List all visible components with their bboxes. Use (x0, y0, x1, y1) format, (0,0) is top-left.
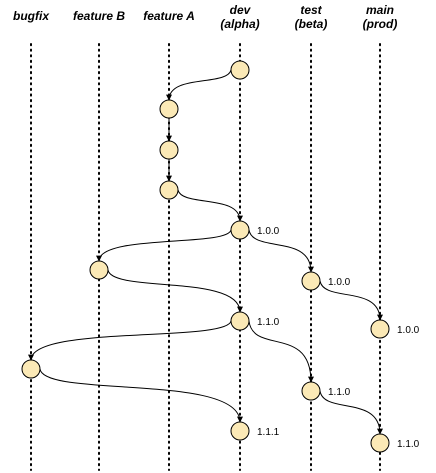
branch-titles: bugfix feature B feature A dev (alpha) test (b… (13, 3, 397, 31)
branch-title-line: feature A (143, 9, 195, 23)
version-label: 1.1.0 (397, 439, 420, 450)
edge-c1-c2 (166, 69, 232, 101)
branch-title-line: main (366, 3, 394, 17)
commit-node (159, 180, 179, 200)
commit-edges (28, 69, 383, 435)
edge-c5-c7 (248, 229, 314, 273)
version-label: 1.1.0 (257, 317, 280, 328)
branch-title-featureB: feature B (73, 9, 125, 23)
commit-node (159, 99, 179, 119)
branch-title-dev: dev (alpha) (220, 3, 259, 31)
branch-lanes (30, 43, 381, 471)
edge-c7-c8 (319, 280, 383, 321)
version-label: 1.1.0 (328, 387, 351, 398)
commit-node (301, 381, 321, 401)
branch-title-line: (prod) (363, 17, 398, 31)
commit-node (89, 260, 109, 280)
edge-c9-c10 (28, 320, 232, 361)
edge-c6-c9 (107, 269, 243, 313)
edge-c9-c11 (248, 320, 314, 383)
commit-node (230, 220, 250, 240)
edge-c5-c6 (96, 229, 232, 262)
commit-node (21, 359, 41, 379)
commit-node (370, 319, 390, 339)
commits (21, 60, 390, 453)
commit-node (301, 271, 321, 291)
branch-title-test: test (beta) (295, 3, 328, 31)
branch-title-line: test (300, 3, 322, 17)
version-labels: 1.0.0 1.0.0 1.0.0 1.1.0 1.1.0 1.1.1 1.1.0 (257, 226, 420, 450)
branch-title-line: dev (230, 3, 252, 17)
branch-title-main: main (prod) (363, 3, 398, 31)
edge-c4-c5 (177, 189, 243, 222)
version-label: 1.1.1 (257, 427, 280, 438)
branch-title-line: feature B (73, 9, 125, 23)
version-label: 1.0.0 (328, 277, 351, 288)
edge-c11-c13 (319, 390, 383, 435)
branch-title-line: (alpha) (220, 17, 259, 31)
commit-node (230, 311, 250, 331)
commit-node (159, 140, 179, 160)
commit-node (230, 421, 250, 441)
edge-c10-c12 (39, 368, 243, 423)
commit-node (230, 60, 250, 80)
version-label: 1.0.0 (397, 325, 420, 336)
version-label: 1.0.0 (257, 226, 280, 237)
branch-title-bugfix: bugfix (13, 9, 50, 23)
branch-title-featureA: feature A (143, 9, 195, 23)
branch-title-line: (beta) (295, 17, 328, 31)
branch-title-line: bugfix (13, 9, 50, 23)
commit-node (370, 433, 390, 453)
